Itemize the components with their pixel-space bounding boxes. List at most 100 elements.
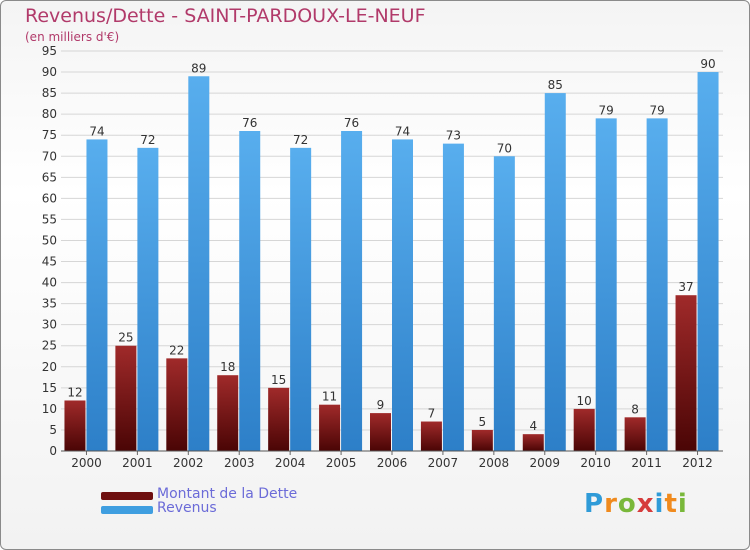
legend-label-revenus: Revenus (157, 500, 217, 516)
data-label-dette: 7 (428, 407, 436, 421)
y-tick-label: 65 (42, 170, 57, 184)
y-tick-label: 90 (42, 65, 57, 79)
data-label-revenus: 74 (89, 124, 104, 138)
chart-subtitle: (en milliers d'€) (25, 30, 120, 44)
y-tick-label: 70 (42, 149, 57, 163)
bar-revenus (290, 147, 312, 451)
x-tick-label: 2004 (275, 456, 306, 470)
x-tick-label: 2001 (122, 456, 153, 470)
bar-dette (319, 404, 341, 451)
bars (64, 72, 719, 452)
data-label-dette: 12 (67, 385, 82, 399)
x-tick-label: 2009 (529, 456, 560, 470)
x-tick-label: 2002 (173, 456, 204, 470)
y-tick-label: 5 (49, 423, 57, 437)
y-tick-label: 10 (42, 402, 57, 416)
y-tick-label: 95 (42, 44, 57, 58)
bar-revenus (86, 139, 108, 451)
y-tick-label: 75 (42, 128, 57, 142)
logo-letter: x (636, 489, 655, 519)
bar-revenus (442, 143, 464, 451)
x-tick-label: 2012 (682, 456, 713, 470)
y-tick-label: 50 (42, 233, 57, 247)
data-label-revenus: 70 (497, 141, 512, 155)
bar-dette (522, 434, 544, 451)
y-tick-label: 25 (42, 339, 57, 353)
y-tick-label: 20 (42, 360, 57, 374)
logo-letter: i (677, 489, 688, 519)
x-tick-label: 2007 (428, 456, 459, 470)
x-tick-label: 2011 (631, 456, 662, 470)
x-tick-label: 2000 (71, 456, 102, 470)
x-axis-ticks: 2000 2001 2002 2003 2004 2005 2006 2007 2008 2009… (71, 451, 713, 470)
bar-dette (420, 421, 442, 451)
bar-dette (166, 358, 188, 451)
bar-dette (370, 413, 391, 451)
legend-label-dette: Montant de la Dette (157, 486, 298, 502)
x-tick-label: 2008 (479, 456, 510, 470)
data-label-dette: 9 (377, 398, 385, 412)
x-tick-label: 2006 (377, 456, 408, 470)
y-tick-label: 35 (42, 297, 57, 311)
logo-letter: P (584, 489, 605, 519)
bar-revenus (392, 139, 413, 451)
data-label-revenus: 89 (191, 61, 206, 75)
data-label-revenus: 73 (446, 129, 461, 143)
data-label-revenus: 74 (395, 124, 410, 138)
data-label-dette: 11 (322, 390, 337, 404)
bar-dette (217, 375, 239, 451)
logo-letter: r (604, 489, 618, 519)
data-label-dette: 25 (118, 331, 133, 345)
legend-swatch-dette (101, 492, 153, 500)
data-label-revenus: 85 (548, 78, 563, 92)
bar-dette (64, 400, 86, 451)
y-tick-label: 55 (42, 212, 57, 226)
data-labels: 12 74 25 72 22 89 18 76 15 72 11 76 9 74 7 73 5 70 4 85 10 79… (67, 57, 715, 433)
chart-title: Revenus/Dette - SAINT-PARDOUX-LE-NEUF (25, 5, 426, 27)
bar-dette (268, 387, 290, 451)
bar-revenus (544, 93, 566, 452)
logo-letter: i (654, 489, 665, 519)
data-label-dette: 18 (220, 360, 235, 374)
data-label-revenus: 90 (700, 57, 715, 71)
data-label-dette: 8 (631, 402, 639, 416)
bar-dette (471, 429, 493, 451)
x-tick-label: 2003 (224, 456, 255, 470)
logo-letter: o (617, 489, 637, 519)
data-label-dette: 37 (678, 280, 693, 294)
bar-revenus (697, 72, 719, 451)
bar-dette (573, 408, 595, 451)
y-tick-label: 40 (42, 276, 57, 290)
data-label-revenus: 76 (344, 116, 359, 130)
data-label-revenus: 76 (242, 116, 257, 130)
y-tick-label: 60 (42, 191, 57, 205)
bar-revenus (493, 156, 515, 451)
y-tick-label: 80 (42, 107, 57, 121)
data-label-revenus: 79 (649, 103, 664, 117)
bar-revenus (137, 147, 159, 451)
y-tick-label: 45 (42, 255, 57, 269)
bar-dette (115, 345, 137, 451)
data-label-dette: 10 (577, 394, 592, 408)
data-label-dette: 15 (271, 373, 286, 387)
y-tick-label: 85 (42, 86, 57, 100)
bar-revenus (595, 118, 617, 452)
y-tick-label: 15 (42, 381, 57, 395)
bar-revenus (188, 76, 210, 452)
data-label-revenus: 72 (140, 133, 155, 147)
y-tick-label: 0 (49, 444, 57, 458)
y-axis-ticks: 0 5 10 15 20 25 30 35 40 45 50 55 60 65 70 75 80 85 90 95 (42, 44, 57, 458)
legend-swatch-revenus (101, 506, 153, 514)
x-tick-label: 2010 (580, 456, 611, 470)
bar-revenus (341, 131, 363, 451)
data-label-dette: 5 (479, 415, 487, 429)
data-label-revenus: 79 (599, 103, 614, 117)
bar-dette (675, 295, 697, 451)
proxiti-logo: Proxiti (584, 489, 688, 519)
bar-dette (624, 417, 646, 451)
bar-revenus (239, 131, 261, 451)
data-label-dette: 22 (169, 343, 184, 357)
data-label-revenus: 72 (293, 133, 308, 147)
